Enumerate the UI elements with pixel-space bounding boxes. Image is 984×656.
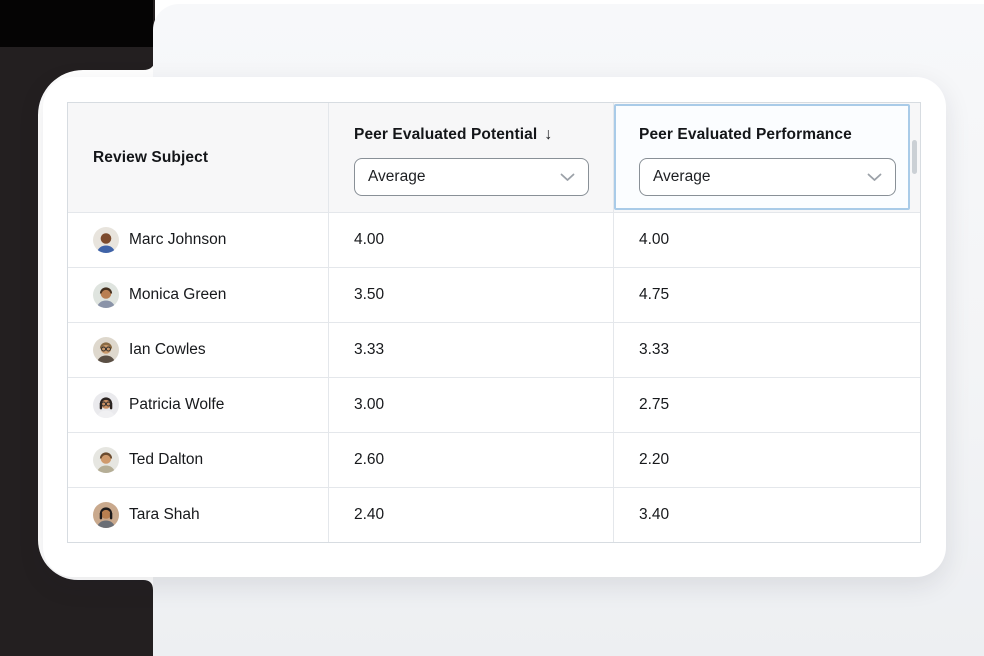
performance-value-cell: 3.33 [613,323,920,377]
performance-value: 4.00 [639,231,670,248]
review-table: Review Subject Peer Evaluated Potential … [67,102,921,543]
review-subject-cell: Monica Green [68,268,328,322]
potential-value-cell: 2.40 [328,488,613,542]
review-subject-name: Tara Shah [129,506,200,523]
review-subject-name: Monica Green [129,286,227,303]
column-header-performance[interactable]: Peer Evaluated Performance Average [613,103,920,212]
table-body: Marc Johnson 4.00 4.00 Monica Green 3.50… [68,212,920,542]
performance-value: 2.75 [639,396,670,413]
review-subject-name: Patricia Wolfe [129,396,225,413]
table-scrollbar-thumb[interactable] [912,140,917,174]
review-subject-cell: Ian Cowles [68,323,328,377]
performance-value: 2.20 [639,451,670,468]
column-header-label: Review Subject [93,148,209,166]
review-subject-cell: Tara Shah [68,488,328,542]
table-row[interactable]: Ted Dalton 2.60 2.20 [68,432,920,487]
performance-value-cell: 4.75 [613,268,920,322]
table-row[interactable]: Patricia Wolfe 3.00 2.75 [68,377,920,432]
performance-value: 3.33 [639,341,670,358]
avatar [93,337,119,363]
review-table-card: Review Subject Peer Evaluated Potential … [43,77,946,577]
table-row[interactable]: Monica Green 3.50 4.75 [68,267,920,322]
performance-aggregation-select[interactable]: Average [639,158,896,196]
sort-descending-icon: ↓ [544,126,553,143]
table-row[interactable]: Ian Cowles 3.33 3.33 [68,322,920,377]
performance-value-cell: 2.75 [613,378,920,432]
avatar [93,502,119,528]
performance-aggregation-value: Average [653,168,711,185]
performance-value: 4.75 [639,286,670,303]
potential-value-cell: 3.50 [328,268,613,322]
performance-value-cell: 3.40 [613,488,920,542]
potential-value-cell: 3.00 [328,378,613,432]
potential-value: 2.40 [354,506,385,523]
performance-value-cell: 4.00 [613,213,920,267]
review-subject-cell: Marc Johnson [68,213,328,267]
potential-value: 3.00 [354,396,385,413]
table-row[interactable]: Tara Shah 2.40 3.40 [68,487,920,542]
column-header-review-subject[interactable]: Review Subject [68,103,328,212]
avatar [93,227,119,253]
column-header-label: Peer Evaluated Performance [639,126,852,143]
review-subject-name: Ted Dalton [129,451,204,468]
chevron-down-icon [867,173,882,181]
potential-value-cell: 4.00 [328,213,613,267]
potential-value: 4.00 [354,231,385,248]
avatar [93,282,119,308]
column-header-potential[interactable]: Peer Evaluated Potential ↓ Average [328,103,613,212]
column-header-label: Peer Evaluated Potential [354,126,538,143]
chevron-down-icon [560,173,575,181]
potential-value-cell: 3.33 [328,323,613,377]
review-subject-name: Marc Johnson [129,231,227,248]
table-header-row: Review Subject Peer Evaluated Potential … [68,103,920,212]
performance-value: 3.40 [639,506,670,523]
review-subject-name: Ian Cowles [129,341,206,358]
review-subject-cell: Ted Dalton [68,433,328,487]
table-row[interactable]: Marc Johnson 4.00 4.00 [68,212,920,267]
potential-value: 2.60 [354,451,385,468]
review-subject-cell: Patricia Wolfe [68,378,328,432]
avatar [93,392,119,418]
potential-aggregation-select[interactable]: Average [354,158,589,196]
potential-value: 3.33 [354,341,385,358]
potential-value: 3.50 [354,286,385,303]
potential-aggregation-value: Average [368,168,426,185]
potential-value-cell: 2.60 [328,433,613,487]
performance-value-cell: 2.20 [613,433,920,487]
avatar [93,447,119,473]
